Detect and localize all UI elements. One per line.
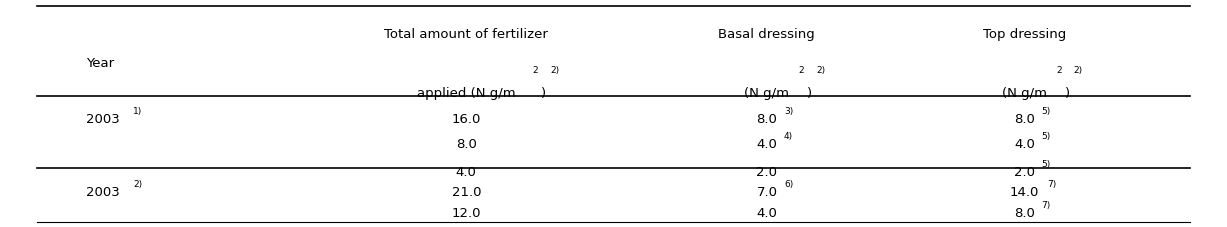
- Text: 3): 3): [784, 107, 794, 116]
- Text: 16.0: 16.0: [452, 113, 481, 126]
- Text: 21.0: 21.0: [452, 185, 481, 198]
- Text: 8.0: 8.0: [1014, 206, 1036, 219]
- Text: 5): 5): [1042, 107, 1052, 116]
- Text: applied (N g/m: applied (N g/m: [417, 86, 515, 100]
- Text: 2003: 2003: [86, 185, 120, 198]
- Text: 2: 2: [533, 66, 537, 75]
- Text: 2): 2): [550, 66, 560, 75]
- Text: 2.0: 2.0: [1014, 165, 1036, 178]
- Text: Year: Year: [86, 57, 114, 70]
- Text: 2): 2): [1074, 66, 1082, 75]
- Text: 8.0: 8.0: [756, 113, 778, 126]
- Text: 2): 2): [133, 179, 142, 188]
- Text: 2.0: 2.0: [756, 165, 778, 178]
- Text: 7): 7): [1042, 200, 1052, 209]
- Text: 5): 5): [1042, 132, 1052, 141]
- Text: 7): 7): [1047, 179, 1056, 188]
- Text: ): ): [541, 86, 546, 100]
- Text: Basal dressing: Basal dressing: [719, 27, 815, 41]
- Text: (N g/m: (N g/m: [745, 86, 789, 100]
- Text: 2: 2: [799, 66, 804, 75]
- Text: 7.0: 7.0: [756, 185, 778, 198]
- Text: 4.0: 4.0: [1014, 138, 1036, 151]
- Text: 4.0: 4.0: [756, 206, 778, 219]
- Text: 1): 1): [133, 107, 142, 116]
- Text: 8.0: 8.0: [1014, 113, 1036, 126]
- Text: 6): 6): [784, 179, 794, 188]
- Text: 5): 5): [1042, 159, 1052, 168]
- Text: 2): 2): [816, 66, 825, 75]
- Text: 8.0: 8.0: [455, 138, 477, 151]
- Text: ): ): [807, 86, 812, 100]
- Text: 2003: 2003: [86, 113, 120, 126]
- Text: ): ): [1065, 86, 1070, 100]
- Text: (N g/m: (N g/m: [1002, 86, 1047, 100]
- Text: 4.0: 4.0: [756, 138, 778, 151]
- Text: 4.0: 4.0: [455, 165, 477, 178]
- Text: 14.0: 14.0: [1010, 185, 1039, 198]
- Text: Total amount of fertilizer: Total amount of fertilizer: [384, 27, 548, 41]
- Text: 12.0: 12.0: [452, 206, 481, 219]
- Text: Top dressing: Top dressing: [983, 27, 1066, 41]
- Text: 2: 2: [1056, 66, 1061, 75]
- Text: 4): 4): [784, 132, 793, 141]
